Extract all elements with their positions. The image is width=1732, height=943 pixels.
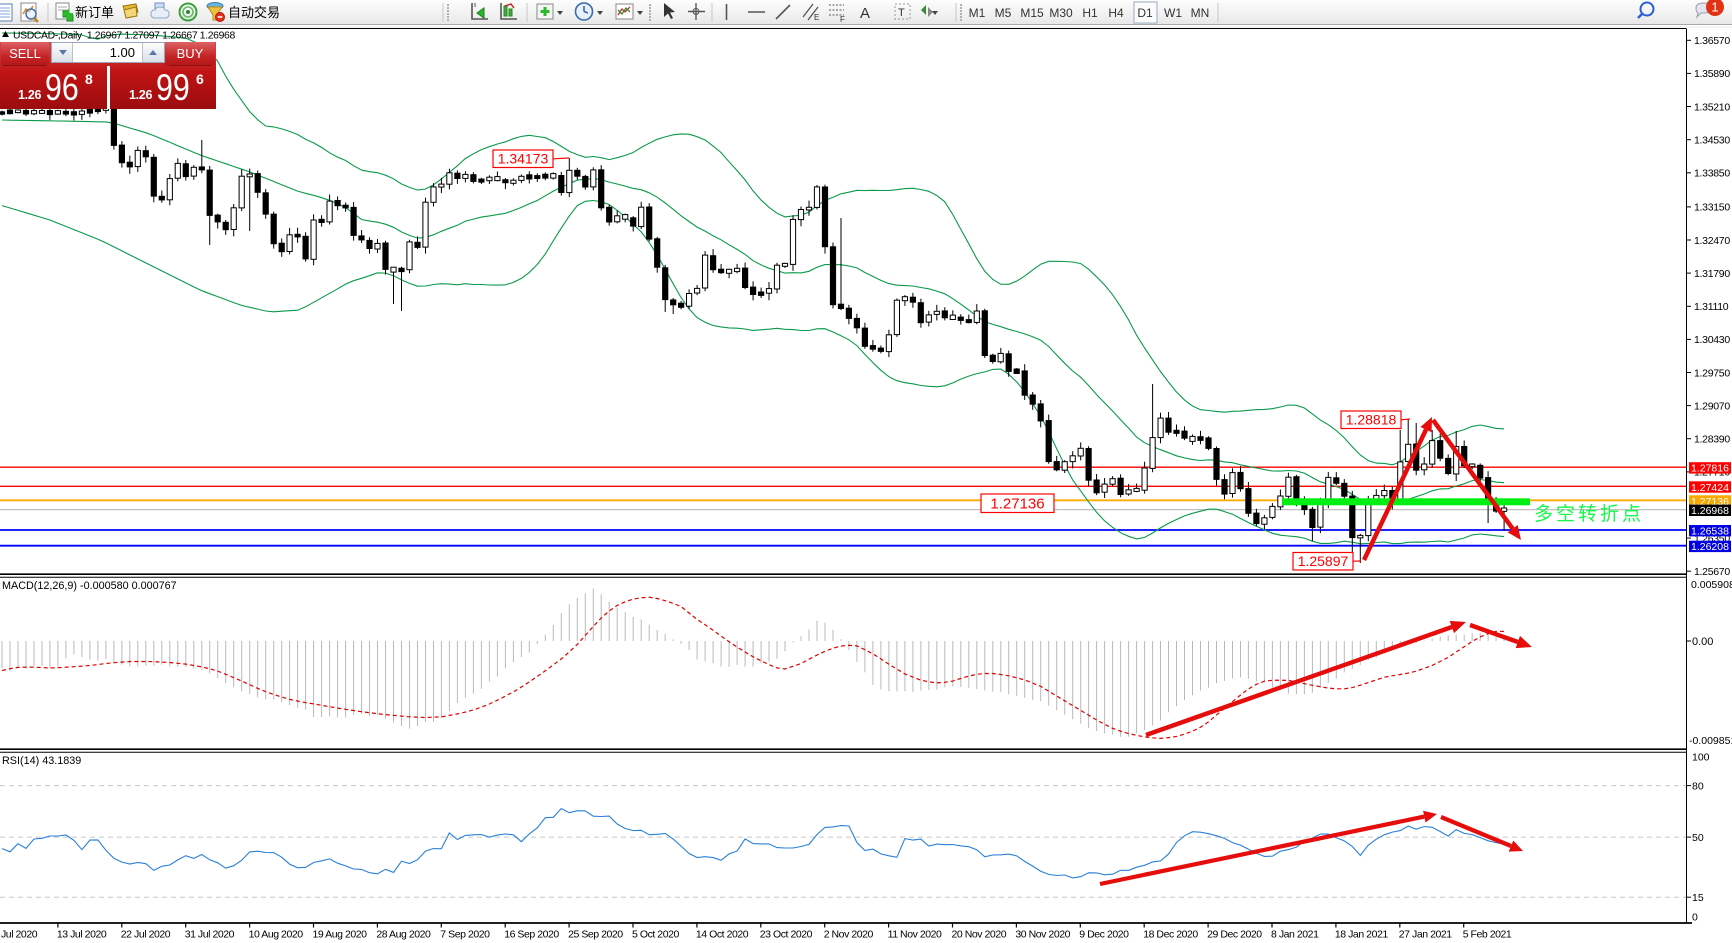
svg-text:1.26968: 1.26968 [1691,505,1729,517]
svg-text:10 Aug 2020: 10 Aug 2020 [249,929,304,941]
svg-text:T: T [898,7,905,19]
svg-text:E: E [814,13,819,22]
svg-text:1.28818: 1.28818 [1346,411,1397,427]
svg-text:30 Nov 2020: 30 Nov 2020 [1015,929,1070,941]
svg-text:1: 1 [1711,0,1718,15]
svg-text:1.34530: 1.34530 [1694,135,1730,147]
svg-text:1.31110: 1.31110 [1694,301,1729,313]
svg-text:1.33850: 1.33850 [1694,168,1730,180]
svg-text:1.27424: 1.27424 [1691,482,1729,494]
svg-text:MACD(12,26,9) -0.000580 0.0007: MACD(12,26,9) -0.000580 0.000767 [2,580,177,592]
svg-text:0.005908: 0.005908 [1691,579,1732,591]
svg-text:自动交易: 自动交易 [228,5,280,20]
svg-text:80: 80 [1692,780,1704,792]
svg-text:8 Jan 2021: 8 Jan 2021 [1271,929,1319,941]
svg-text:14 Oct 2020: 14 Oct 2020 [696,929,749,941]
svg-text:M15: M15 [1020,6,1044,20]
svg-text:100: 100 [1692,752,1710,764]
svg-text:MN: MN [1191,6,1210,20]
svg-text:18 Jan 2021: 18 Jan 2021 [1335,929,1388,941]
svg-text:1.32470: 1.32470 [1694,235,1730,247]
svg-text:0: 0 [1692,911,1698,923]
svg-text:1.27816: 1.27816 [1691,463,1729,475]
svg-text:H1: H1 [1082,6,1098,20]
svg-text:1.35890: 1.35890 [1694,68,1730,80]
svg-text:1.28390: 1.28390 [1694,434,1730,446]
svg-text:1.33150: 1.33150 [1694,202,1730,214]
svg-text:18 Dec 2020: 18 Dec 2020 [1143,929,1198,941]
svg-text:1.36570: 1.36570 [1694,35,1730,47]
svg-text:15: 15 [1692,892,1704,904]
svg-text:0.00: 0.00 [1692,636,1713,648]
svg-text:USDCAD-,Daily 1.26967 1.27097: USDCAD-,Daily 1.26967 1.27097 1.26667 1.… [13,31,235,42]
svg-text:25 Sep 2020: 25 Sep 2020 [568,929,623,941]
svg-text:11 Nov 2020: 11 Nov 2020 [888,929,942,941]
svg-text:5 Oct 2020: 5 Oct 2020 [632,929,679,941]
svg-text:-0.009851: -0.009851 [1689,735,1732,747]
svg-text:1.29750: 1.29750 [1694,367,1730,379]
svg-text:W1: W1 [1164,6,1182,20]
svg-text:22 Jul 2020: 22 Jul 2020 [121,929,171,941]
svg-text:1.25897: 1.25897 [1298,553,1349,569]
svg-text:1.25670: 1.25670 [1694,566,1730,578]
svg-text:A: A [860,5,870,22]
svg-text:1.34173: 1.34173 [498,150,549,166]
svg-text:M1: M1 [969,6,986,20]
svg-text:H4: H4 [1108,6,1124,20]
svg-text:19 Aug 2020: 19 Aug 2020 [313,929,368,941]
svg-text:1.31790: 1.31790 [1694,268,1730,280]
svg-text:多空转折点: 多空转折点 [1534,503,1644,525]
svg-text:2 Nov 2020: 2 Nov 2020 [824,929,874,941]
svg-text:23 Oct 2020: 23 Oct 2020 [760,929,813,941]
svg-text:F: F [840,15,845,24]
svg-text:27 Jan 2021: 27 Jan 2021 [1399,929,1452,941]
svg-text:RSI(14) 43.1839: RSI(14) 43.1839 [2,755,81,767]
svg-text:28 Aug 2020: 28 Aug 2020 [376,929,431,941]
svg-text:29 Dec 2020: 29 Dec 2020 [1207,929,1262,941]
svg-text:1.26538: 1.26538 [1691,526,1729,538]
svg-text:D1: D1 [1137,6,1153,20]
svg-text:M30: M30 [1049,6,1073,20]
svg-text:1.35210: 1.35210 [1694,101,1730,113]
svg-text:5 Feb 2021: 5 Feb 2021 [1463,929,1512,941]
svg-text:新订单: 新订单 [75,5,114,20]
svg-text:1.27136: 1.27136 [990,495,1044,512]
svg-text:20 Nov 2020: 20 Nov 2020 [952,929,1007,941]
svg-text:13 Jul 2020: 13 Jul 2020 [57,929,107,941]
svg-text:16 Sep 2020: 16 Sep 2020 [504,929,559,941]
svg-text:Jul 2020: Jul 2020 [1,929,38,941]
svg-text:9 Dec 2020: 9 Dec 2020 [1079,929,1129,941]
svg-text:M5: M5 [995,6,1012,20]
svg-text:1.29070: 1.29070 [1694,400,1730,412]
svg-text:31 Jul 2020: 31 Jul 2020 [185,929,235,941]
svg-text:7 Sep 2020: 7 Sep 2020 [440,929,490,941]
svg-text:50: 50 [1692,832,1704,844]
svg-text:1.26208: 1.26208 [1691,541,1729,553]
svg-text:1.30430: 1.30430 [1694,334,1730,346]
